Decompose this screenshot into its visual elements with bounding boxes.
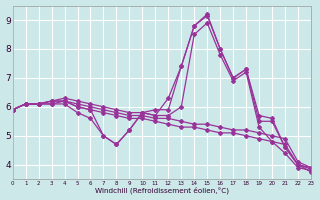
X-axis label: Windchill (Refroidissement éolien,°C): Windchill (Refroidissement éolien,°C) <box>95 187 229 194</box>
